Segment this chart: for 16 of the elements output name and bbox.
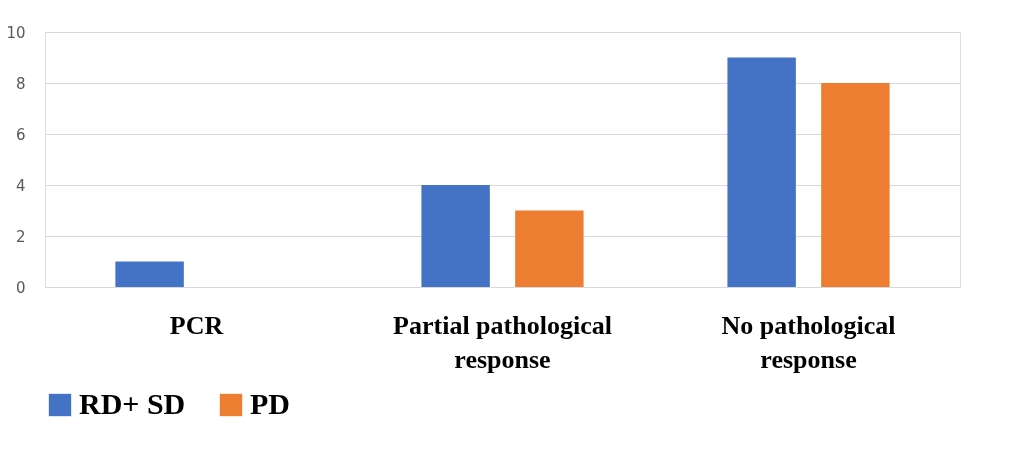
y-tick-label: 6	[15, 125, 26, 144]
y-tick-label: 4	[15, 176, 26, 195]
bar	[821, 83, 890, 287]
bar	[515, 210, 584, 287]
y-tick-label: 2	[15, 227, 26, 246]
y-tick-label: 8	[15, 74, 26, 93]
x-tick-label: Partial pathological response	[393, 310, 612, 374]
legend-label: PD	[250, 387, 290, 420]
legend-label: RD+ SD	[79, 387, 186, 420]
y-tick-label: 0	[15, 278, 26, 297]
bar	[115, 261, 184, 287]
x-tick-label: No pathological response	[721, 310, 896, 374]
y-tick-label: 10	[6, 23, 26, 42]
x-tick-label: PCR	[169, 310, 224, 340]
bar	[421, 185, 490, 287]
bar	[727, 57, 796, 287]
